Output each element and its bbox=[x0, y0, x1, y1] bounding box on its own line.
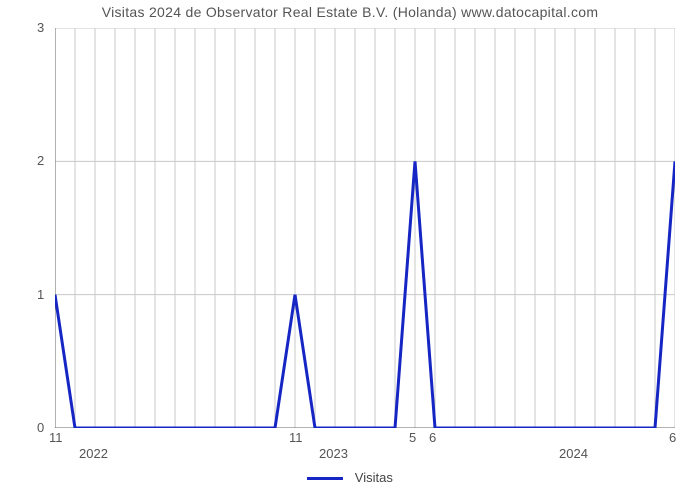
y-tick-label: 3 bbox=[37, 20, 44, 35]
legend-label: Visitas bbox=[355, 470, 393, 485]
legend-swatch bbox=[307, 477, 343, 480]
x-year-label: 2023 bbox=[319, 446, 348, 461]
chart-legend: Visitas bbox=[0, 470, 700, 485]
y-tick-label: 0 bbox=[37, 420, 44, 435]
x-year-label: 2024 bbox=[559, 446, 588, 461]
chart-plot-area bbox=[55, 28, 675, 428]
y-tick-label: 1 bbox=[37, 287, 44, 302]
x-year-label: 2022 bbox=[79, 446, 108, 461]
x-tick-label: 11 bbox=[49, 430, 63, 445]
x-tick-label: 5 bbox=[409, 430, 416, 445]
y-tick-label: 2 bbox=[37, 153, 44, 168]
chart-svg bbox=[55, 28, 675, 428]
x-tick-label: 11 bbox=[289, 430, 303, 445]
chart-title: Visitas 2024 de Observator Real Estate B… bbox=[0, 4, 700, 20]
x-tick-label: 6 bbox=[669, 430, 676, 445]
x-tick-label: 6 bbox=[429, 430, 436, 445]
